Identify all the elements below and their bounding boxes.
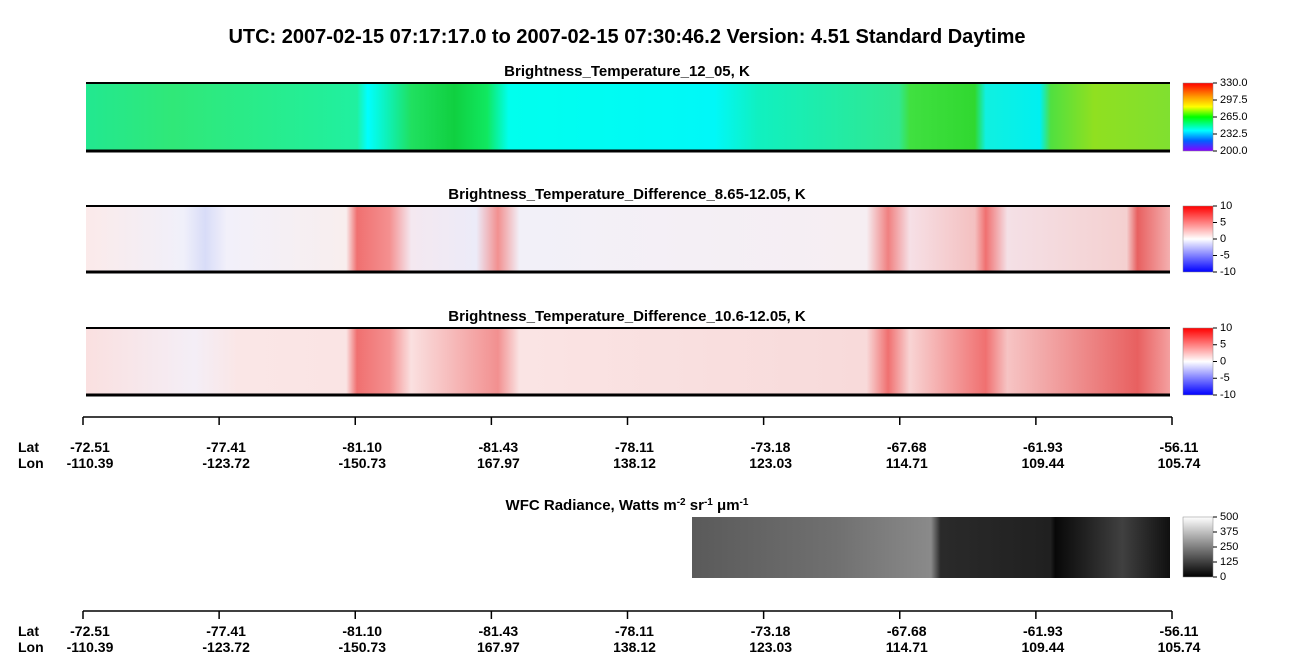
colorbar-tick-label: -5 [1220, 249, 1230, 261]
colorbar-tick-label: 10 [1220, 200, 1232, 212]
lon-tick-label: 138.12 [613, 455, 656, 471]
panel-image [86, 206, 1170, 272]
colorbar-tick-label: -10 [1220, 266, 1236, 278]
panel-title: WFC Radiance, Watts m-2 sr-1 μm-1 [506, 497, 749, 515]
lat-tick-label: -77.41 [206, 439, 246, 455]
colorbar-tick-label: 250 [1220, 541, 1238, 553]
lon-tick-label: 109.44 [1021, 455, 1064, 471]
chart-title: UTC: 2007-02-15 07:17:17.0 to 2007-02-15… [228, 26, 1025, 48]
lon-tick-label: 138.12 [613, 639, 656, 655]
lon-tick-label: -110.39 [67, 455, 114, 471]
colorbar-tick-label: 10 [1220, 322, 1232, 334]
lat-tick-label: -56.11 [1160, 623, 1199, 639]
lat-tick-label: -61.93 [1023, 623, 1063, 639]
lat-tick-label: -61.93 [1023, 439, 1063, 455]
lat-tick-label: -77.41 [206, 623, 246, 639]
colorbar-tick-label: -5 [1220, 372, 1230, 384]
lat-tick-label: -73.18 [751, 439, 791, 455]
lon-tick-label: -150.73 [339, 639, 387, 655]
lon-tick-label: -123.72 [202, 455, 250, 471]
lat-tick-label: -81.43 [479, 623, 519, 639]
lon-tick-label: -150.73 [339, 455, 387, 471]
colorbar-tick-label: 265.0 [1220, 111, 1248, 123]
axis-label: Lon [18, 455, 44, 471]
panel-image [86, 83, 1170, 151]
lat-tick-label: -72.51 [70, 439, 110, 455]
lat-tick-label: -56.11 [1160, 439, 1199, 455]
lon-tick-label: 114.71 [886, 455, 928, 471]
colorbar-tick-label: -10 [1220, 389, 1236, 401]
lon-tick-label: 114.71 [886, 639, 928, 655]
lon-tick-label: 123.03 [749, 455, 792, 471]
lon-tick-label: -110.39 [67, 639, 114, 655]
lat-tick-label: -81.10 [342, 623, 382, 639]
lon-tick-label: 167.97 [477, 455, 520, 471]
lon-tick-label: 105.74 [1158, 639, 1201, 655]
panel-image [86, 328, 1170, 395]
colorbar-tick-label: 200.0 [1220, 145, 1248, 157]
colorbar [1182, 516, 1214, 578]
lon-tick-label: 167.97 [477, 639, 520, 655]
lat-tick-label: -78.11 [615, 623, 654, 639]
colorbar-tick-label: 330.0 [1220, 77, 1248, 89]
colorbar-tick-label: 297.5 [1220, 94, 1248, 106]
lat-tick-label: -78.11 [615, 439, 654, 455]
colorbar-tick-label: 375 [1220, 526, 1238, 538]
lon-tick-label: 105.74 [1158, 455, 1201, 471]
title-part: WFC Radiance, Watts m [506, 497, 677, 514]
title-part: μm [713, 497, 740, 514]
panel-title: Brightness_Temperature_12_05, K [504, 63, 750, 80]
lat-tick-label: -73.18 [751, 623, 791, 639]
colorbar [1182, 82, 1214, 152]
axis-label: Lon [18, 639, 44, 655]
panel-title: Brightness_Temperature_Difference_8.65-1… [448, 186, 806, 203]
lat-tick-label: -72.51 [70, 623, 110, 639]
axis-label: Lat [18, 623, 39, 639]
colorbar-tick-label: 500 [1220, 511, 1238, 523]
lat-tick-label: -81.10 [342, 439, 382, 455]
colorbar-tick-label: 125 [1220, 556, 1238, 568]
title-part: -2 [677, 497, 686, 508]
colorbar-tick-label: 0 [1220, 571, 1226, 583]
colorbar [1182, 327, 1214, 396]
colorbar [1182, 205, 1214, 273]
lat-tick-label: -67.68 [887, 439, 927, 455]
panel-image [692, 517, 1170, 578]
title-part: -1 [740, 497, 749, 508]
title-part: sr [686, 497, 705, 514]
colorbar-tick-label: 232.5 [1220, 128, 1248, 140]
panel-title: Brightness_Temperature_Difference_10.6-1… [448, 308, 806, 325]
lat-tick-label: -81.43 [479, 439, 519, 455]
colorbar-tick-label: 0 [1220, 233, 1226, 245]
title-part: -1 [704, 497, 713, 508]
lat-tick-label: -67.68 [887, 623, 927, 639]
lon-tick-label: -123.72 [202, 639, 250, 655]
axis-label: Lat [18, 439, 39, 455]
lon-tick-label: 109.44 [1021, 639, 1064, 655]
lon-tick-label: 123.03 [749, 639, 792, 655]
colorbar-tick-label: 5 [1220, 216, 1226, 228]
colorbar-tick-label: 0 [1220, 355, 1226, 367]
colorbar-tick-label: 5 [1220, 339, 1226, 351]
